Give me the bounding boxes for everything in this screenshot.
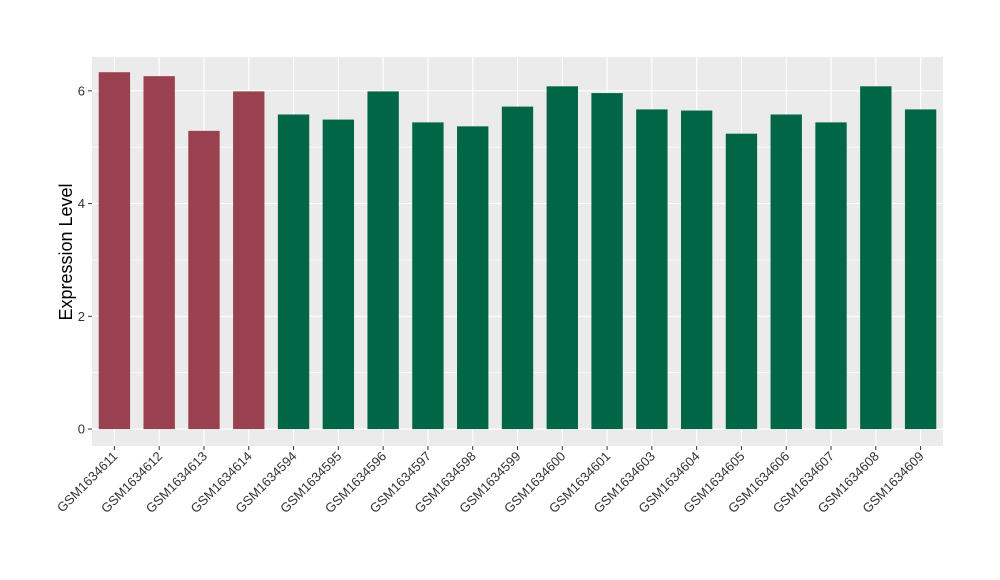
bar-GSM1634598 [457,126,489,430]
bar-GSM1634613 [188,130,220,430]
bar-GSM1634596 [367,91,399,430]
y-tick-label: 4 [78,196,85,211]
bar-GSM1634601 [591,93,623,430]
bar-GSM1634607 [815,122,847,430]
bar-GSM1634594 [277,114,310,430]
y-axis: 0 2 4 6 [78,83,92,437]
bar-GSM1634599 [501,106,534,430]
bar-GSM1634606 [770,114,802,430]
bars-group [98,72,937,430]
bar-GSM1634603 [636,109,668,430]
bar-GSM1634614 [233,91,265,430]
bar-GSM1634595 [322,119,355,430]
bar-GSM1634605 [725,133,758,430]
bar-GSM1634611 [98,72,131,430]
y-tick-label: 2 [78,309,85,324]
bar-GSM1634597 [412,122,444,430]
y-tick-label: 0 [78,422,85,437]
bar-GSM1634600 [546,86,578,430]
x-axis: GSM1634611GSM1634612GSM1634613GSM1634614… [54,446,927,516]
bar-GSM1634612 [143,76,175,430]
bar-GSM1634608 [860,86,892,430]
y-tick-label: 6 [78,83,85,98]
bar-GSM1634609 [904,109,937,430]
bar-GSM1634604 [680,110,713,430]
y-axis-title: Expression Level [56,183,76,320]
